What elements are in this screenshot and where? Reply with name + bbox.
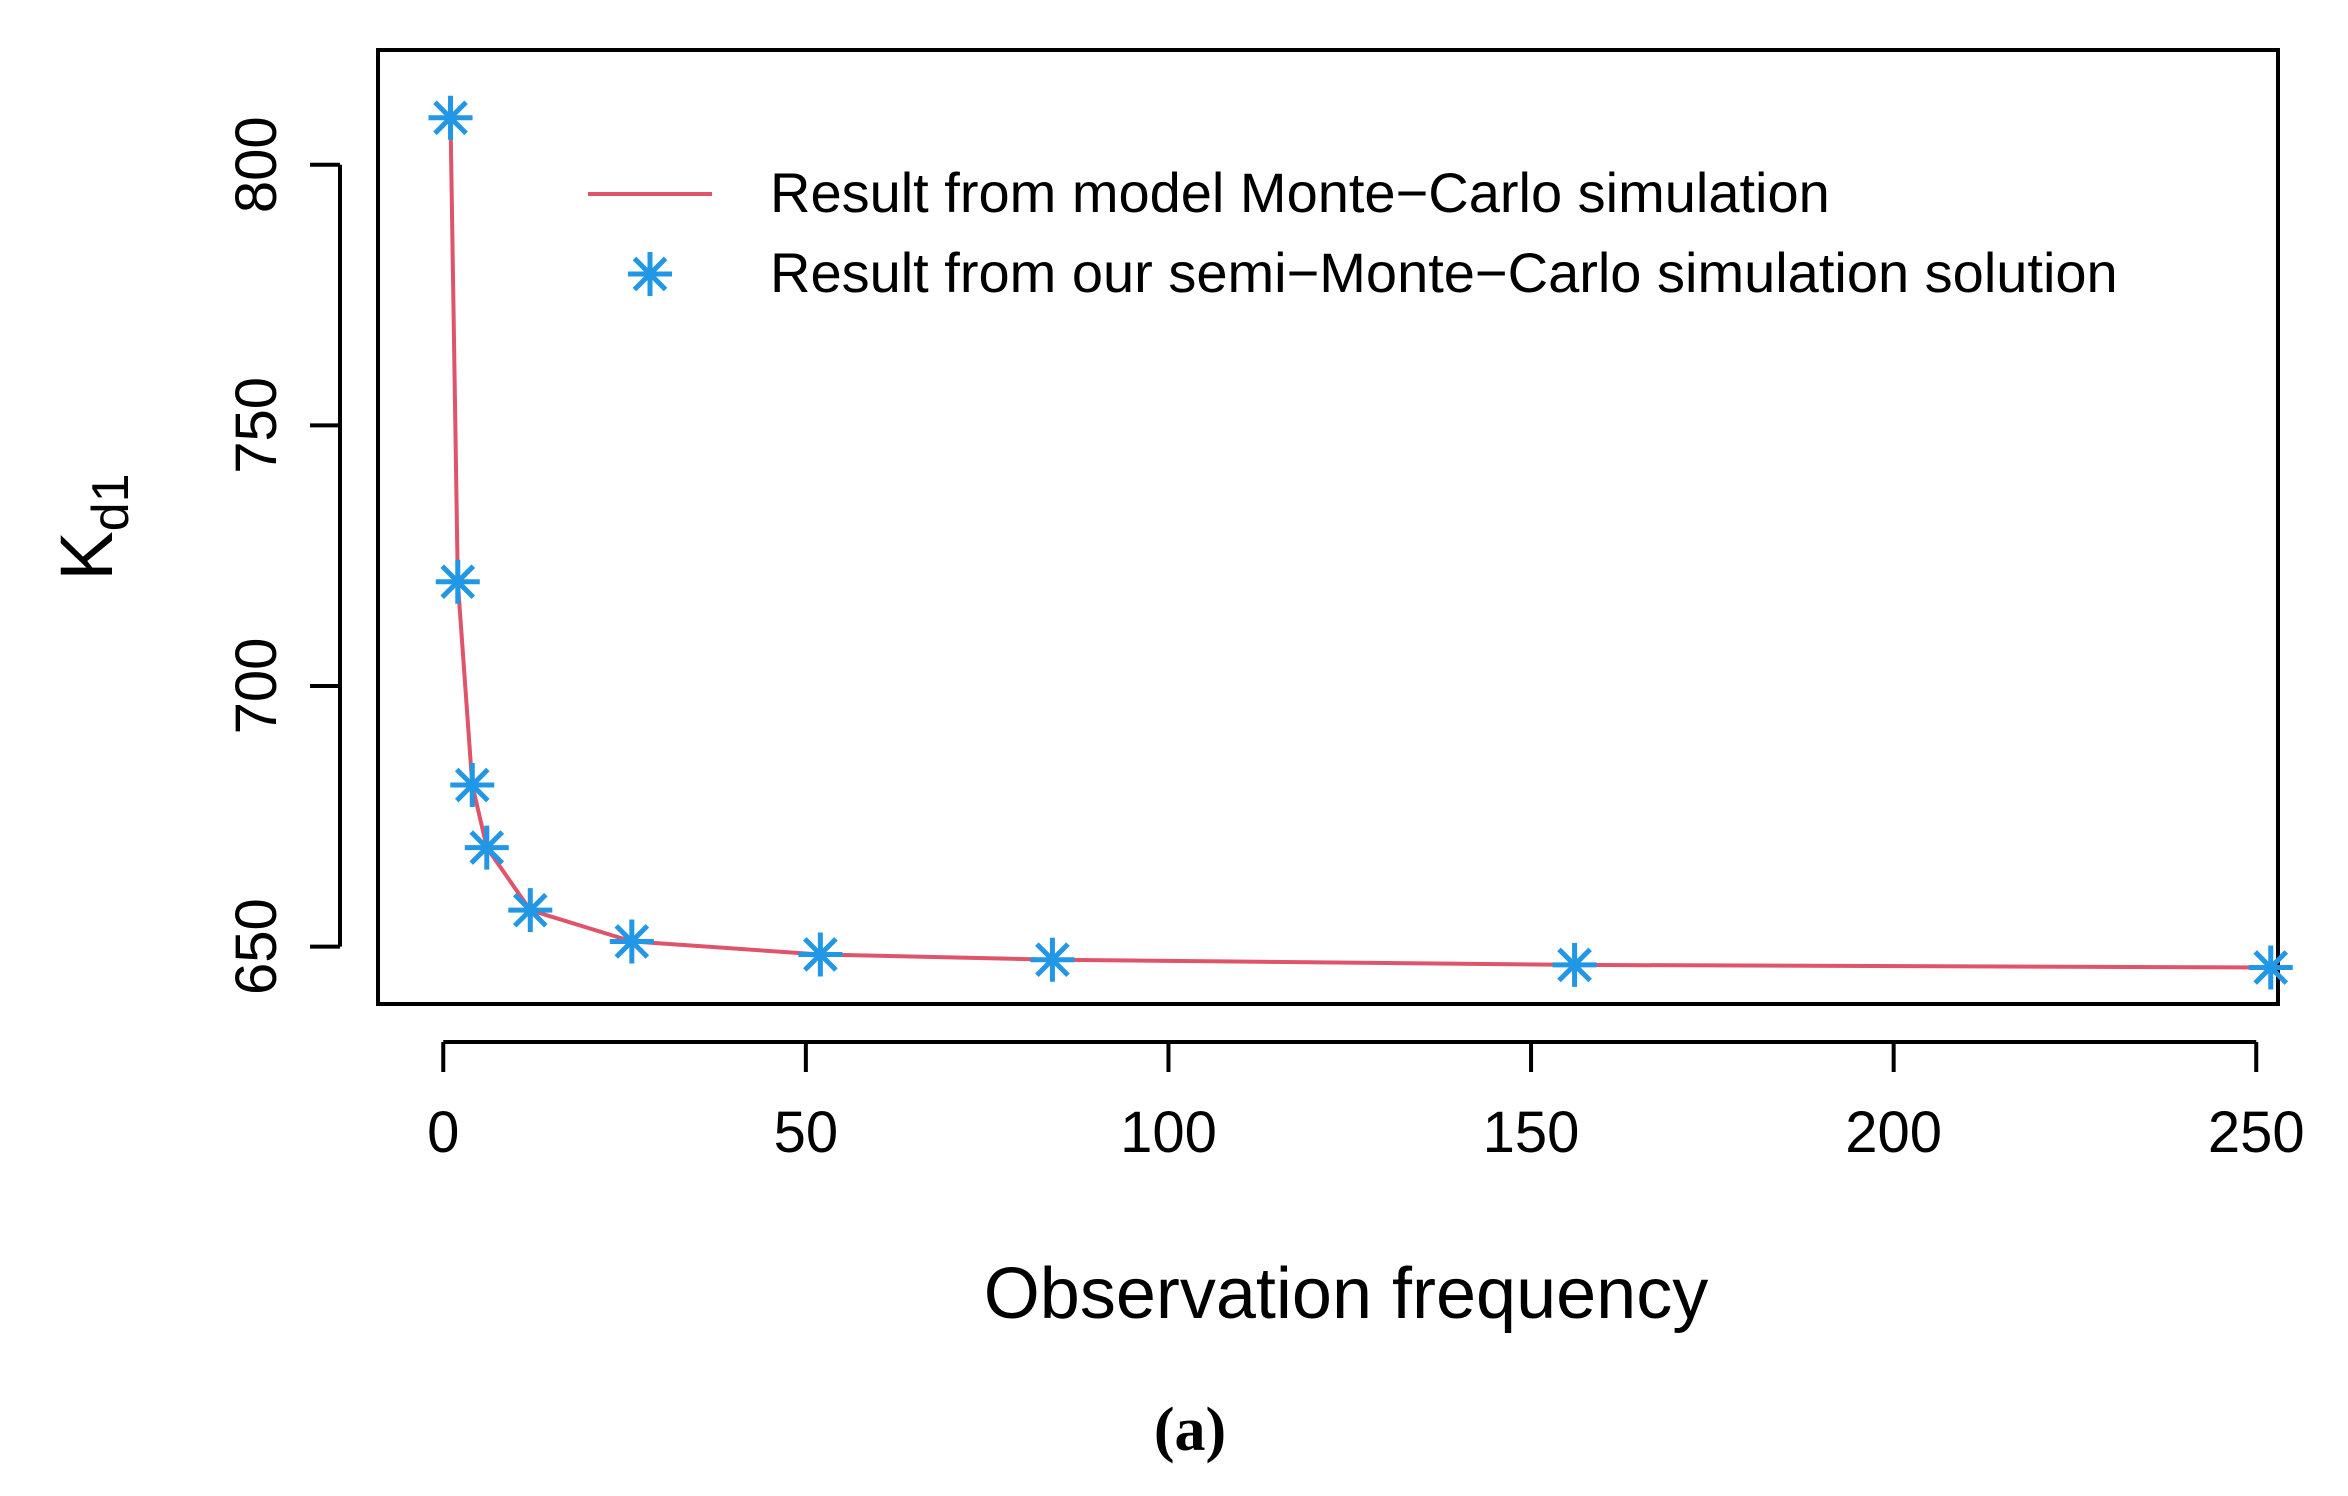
data-point-semi-monte-carlo xyxy=(435,559,480,604)
data-point-semi-monte-carlo xyxy=(609,919,654,964)
series-line-model-monte-carlo xyxy=(448,117,2271,970)
y-axis: 650 700 750 800 xyxy=(224,116,342,995)
y-axis-label: Kd1 xyxy=(45,473,140,580)
series-layer xyxy=(428,95,2293,990)
x-axis-label: Observation frequency xyxy=(984,1254,1708,1334)
x-tick-label: 250 xyxy=(2208,1100,2305,1165)
y-tick-label: 800 xyxy=(224,116,289,213)
x-tick-label: 50 xyxy=(774,1100,839,1165)
y-axis-label-subscript: d1 xyxy=(82,473,140,531)
data-point-semi-monte-carlo xyxy=(464,825,509,870)
data-point-semi-monte-carlo xyxy=(2248,945,2293,990)
x-tick-label: 100 xyxy=(1120,1100,1217,1165)
x-tick-label: 150 xyxy=(1483,1100,1580,1165)
x-tick-label: 0 xyxy=(427,1100,459,1165)
data-point-semi-monte-carlo xyxy=(1552,942,1597,987)
y-tick-label: 750 xyxy=(224,377,289,474)
legend-label-model: Result from model Monte−Carlo simulation xyxy=(770,161,1830,224)
plot-frame xyxy=(376,48,2280,1006)
y-tick-label: 700 xyxy=(224,638,289,735)
data-point-semi-monte-carlo xyxy=(450,763,495,808)
figure-caption: (a) xyxy=(1154,1396,1226,1464)
data-point-semi-monte-carlo xyxy=(508,888,553,933)
y-axis-label-main: K xyxy=(45,531,128,580)
legend-label-semi: Result from our semi−Monte−Carlo simulat… xyxy=(770,241,2118,304)
data-point-semi-monte-carlo xyxy=(428,95,473,140)
y-tick-label: 650 xyxy=(224,898,289,995)
x-tick-label: 200 xyxy=(1845,1100,1942,1165)
data-point-semi-monte-carlo xyxy=(1030,937,1075,982)
data-point-semi-monte-carlo xyxy=(798,932,843,977)
x-axis: 0 50 100 150 200 250 xyxy=(427,1040,2305,1165)
legend-asterisk-marker xyxy=(628,252,672,296)
legend: Result from model Monte−Carlo simulation… xyxy=(588,161,2118,304)
legend-asterisk-swatch xyxy=(628,252,672,296)
